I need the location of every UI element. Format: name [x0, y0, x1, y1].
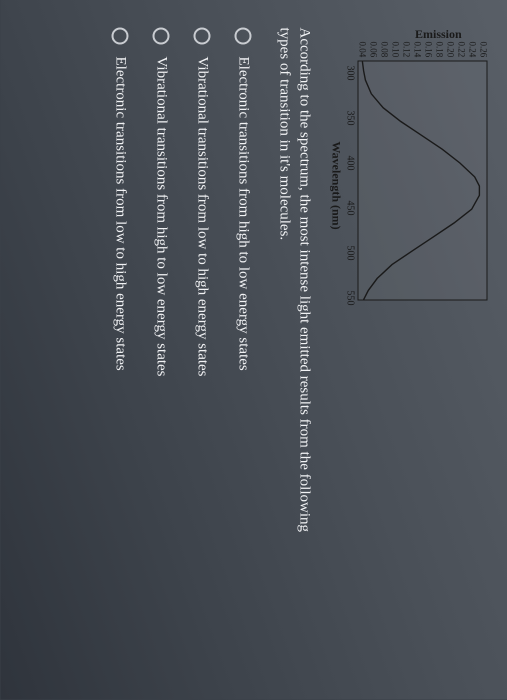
y-ticks: 0.26 0.24 0.22 0.20 0.18 0.16 0.14 0.12 …	[358, 42, 488, 61]
option-label: Electronic transitions from low to high …	[112, 57, 129, 371]
option-3[interactable]: Vibrational transitions from high to low…	[153, 28, 170, 672]
ytick: 0.24	[468, 42, 477, 58]
question-text: According to the spectrum, the most inte…	[274, 28, 315, 672]
ytick: 0.12	[402, 42, 411, 58]
radio-icon[interactable]	[112, 28, 129, 45]
option-label: Electronic transitions from high to low …	[235, 57, 252, 371]
option-4[interactable]: Electronic transitions from low to high …	[112, 28, 129, 672]
emission-chart: Emission 0.26 0.24 0.22 0.20 0.18 0.16 0…	[329, 28, 488, 318]
ytick: 0.20	[446, 42, 455, 58]
option-2[interactable]: Vibrational transitions from low to high…	[194, 28, 211, 672]
ytick: 0.22	[457, 42, 466, 58]
radio-icon[interactable]	[153, 28, 170, 45]
question-page: Emission 0.26 0.24 0.22 0.20 0.18 0.16 0…	[1, 0, 507, 700]
xtick: 550	[345, 291, 356, 306]
radio-icon[interactable]	[235, 28, 252, 45]
question-line: According to the spectrum, the most inte…	[297, 28, 313, 533]
ytick: 0.18	[435, 42, 444, 58]
xtick: 400	[345, 156, 356, 171]
option-1[interactable]: Electronic transitions from high to low …	[235, 28, 252, 672]
x-ticks: 300 350 400 450 500 550	[345, 66, 356, 306]
question-line: types of transition in it's molecules.	[276, 28, 292, 241]
ytick: 0.26	[479, 42, 488, 58]
ytick: 0.14	[413, 42, 422, 58]
xtick: 450	[345, 201, 356, 216]
option-label: Vibrational transitions from low to high…	[194, 57, 211, 377]
ytick: 0.04	[358, 42, 367, 58]
ytick: 0.06	[369, 42, 378, 58]
xtick: 300	[345, 66, 356, 81]
ytick: 0.08	[380, 42, 389, 58]
ytick: 0.10	[391, 42, 400, 58]
xtick: 500	[345, 246, 356, 261]
option-label: Vibrational transitions from high to low…	[153, 57, 170, 377]
radio-icon[interactable]	[194, 28, 211, 45]
plot-area	[358, 60, 488, 300]
x-axis-label: Wavelength (nm)	[329, 66, 344, 306]
curve-svg	[357, 61, 487, 301]
ytick: 0.16	[424, 42, 433, 58]
xtick: 350	[345, 111, 356, 126]
y-axis-label: Emission	[416, 27, 430, 42]
